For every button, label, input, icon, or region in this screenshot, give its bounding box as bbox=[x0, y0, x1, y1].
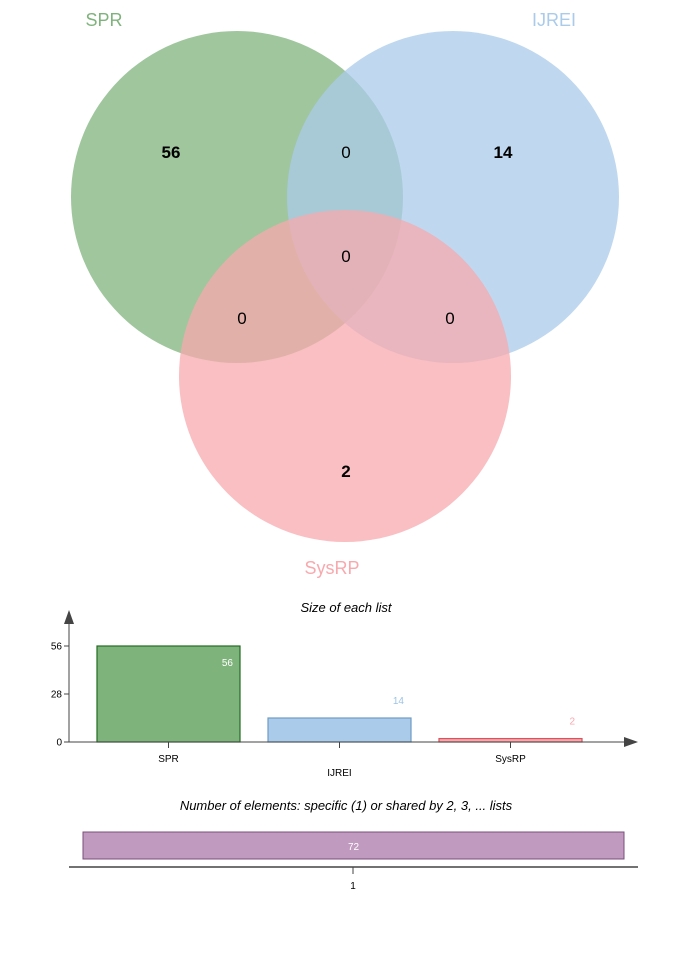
venn-circle-sysrp bbox=[179, 210, 511, 542]
venn-set-label-spr: SPR bbox=[85, 10, 122, 30]
list-size-bars: 56 14 2 bbox=[96, 645, 583, 743]
x-tick-label: IJREI bbox=[327, 768, 351, 779]
x-axis-ticks: SPR IJREI SysRP bbox=[158, 742, 526, 779]
x-tick-label: SPR bbox=[158, 754, 179, 765]
venn-diagram: SPR IJREI SysRP 56 14 2 0 0 0 0 bbox=[71, 10, 619, 578]
y-axis-ticks: 0 28 56 bbox=[51, 642, 69, 749]
venn-count-sysrp-only: 2 bbox=[341, 462, 350, 481]
venn-count-spr-sysrp: 0 bbox=[237, 309, 246, 328]
venn-count-spr-ijrei: 0 bbox=[341, 143, 350, 162]
list-size-bar-chart: Size of each list 56 14 2 0 28 56 SPR IJREI Sy… bbox=[51, 600, 638, 779]
bar-value-label: 14 bbox=[393, 696, 405, 707]
shared-bar-1 bbox=[82, 831, 625, 860]
y-tick-label: 56 bbox=[51, 642, 63, 653]
shared-elements-chart-title: Number of elements: specific (1) or shar… bbox=[180, 798, 513, 813]
x-tick-label: SysRP bbox=[495, 754, 526, 765]
shared-bar-value-label: 72 bbox=[348, 842, 360, 853]
shared-axis-ticks: 1 bbox=[350, 867, 356, 892]
bar-sysrp bbox=[438, 737, 583, 743]
list-size-chart-title: Size of each list bbox=[300, 600, 392, 615]
y-tick-label: 0 bbox=[56, 738, 62, 749]
y-axis-arrow bbox=[64, 610, 74, 624]
venn-count-all: 0 bbox=[341, 247, 350, 266]
bar-value-label: 56 bbox=[222, 658, 234, 669]
shared-tick-label: 1 bbox=[350, 881, 356, 892]
venn-count-spr-only: 56 bbox=[162, 143, 181, 162]
x-axis-arrow bbox=[624, 737, 638, 747]
shared-elements-bar-chart: Number of elements: specific (1) or shar… bbox=[69, 798, 638, 892]
bar-ijrei bbox=[267, 717, 412, 743]
venn-set-label-ijrei: IJREI bbox=[532, 10, 576, 30]
venn-count-ijrei-only: 14 bbox=[494, 143, 513, 162]
bar-value-label: 2 bbox=[569, 717, 575, 728]
venn-set-label-sysrp: SysRP bbox=[304, 558, 359, 578]
venn-count-ijrei-sysrp: 0 bbox=[445, 309, 454, 328]
shared-elements-bars: 72 bbox=[82, 831, 625, 860]
bar-spr bbox=[96, 645, 241, 743]
y-tick-label: 28 bbox=[51, 690, 63, 701]
